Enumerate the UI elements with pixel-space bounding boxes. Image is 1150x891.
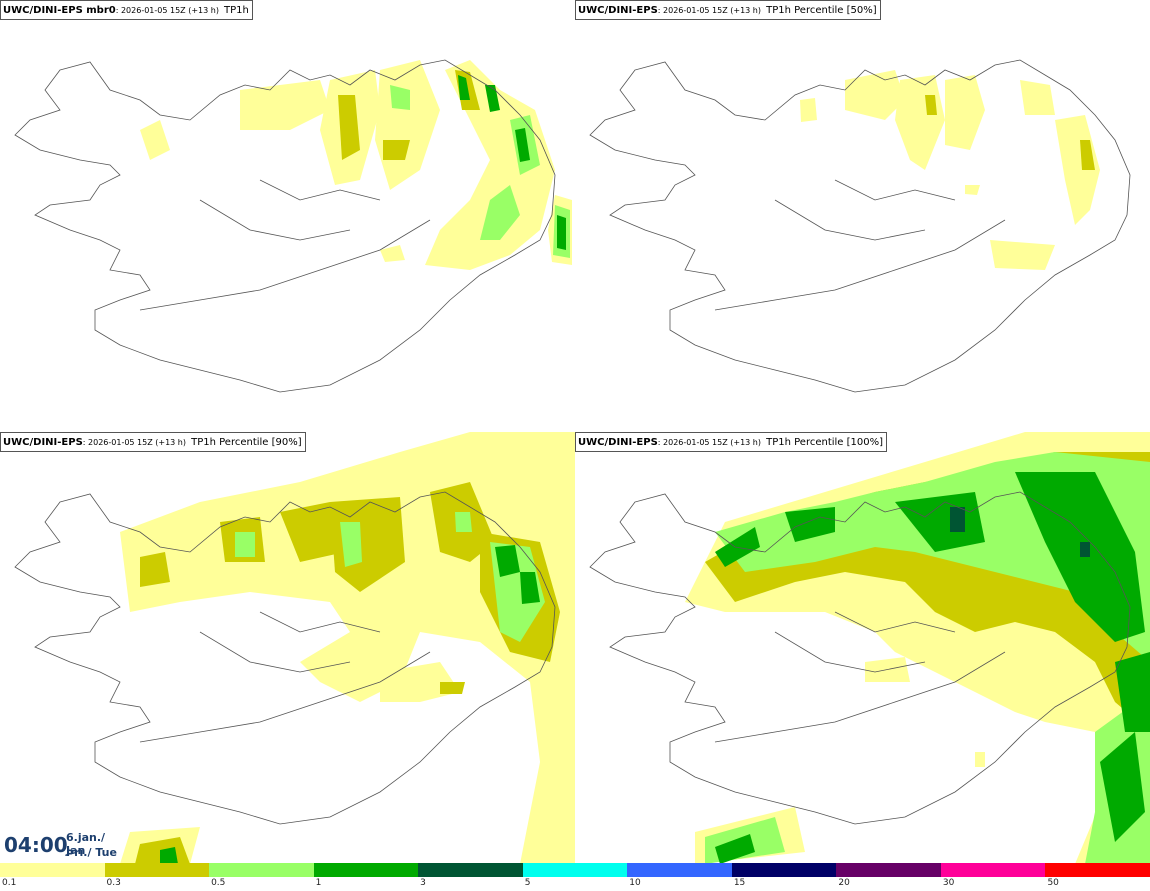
panel-title: UWC/DINI-EPS: 2026-01-05 15Z (+13 h) TP1…	[0, 432, 306, 452]
map-panel-percentile-100: UWC/DINI-EPS: 2026-01-05 15Z (+13 h) TP1…	[575, 432, 1150, 864]
panel-date: 2026-01-05 15Z (+13 h)	[663, 6, 761, 15]
colorbar-segment	[313, 863, 419, 877]
colorbar-tick-label: 20	[838, 878, 850, 888]
coastline-iceland	[14, 59, 556, 393]
panel-title: UWC/DINI-EPS: 2026-01-05 15Z (+13 h) TP1…	[575, 432, 888, 452]
panel-variable: TP1h Percentile [90%]	[191, 437, 302, 448]
map-panel-percentile-50: UWC/DINI-EPS: 2026-01-05 15Z (+13 h) TP1…	[575, 0, 1150, 432]
map-panel-member0: UWC/DINI-EPS mbr0: 2026-01-05 15Z (+13 h…	[0, 0, 575, 432]
colorbar-tick-label: 15	[733, 878, 746, 888]
panel-source: UWC/DINI-EPS mbr0	[3, 5, 116, 16]
colorbar-tick-label: 1	[315, 878, 322, 888]
panel-variable: TP1h	[224, 5, 249, 16]
coastline-iceland	[589, 59, 1131, 393]
colorbar-segment	[209, 863, 314, 877]
colorbar-tick-label: 0.3	[106, 878, 121, 888]
panel-date: 2026-01-05 15Z (+13 h)	[663, 438, 761, 447]
valid-date-line2: Þri./ Tue	[66, 846, 117, 859]
colorbar-tick-label: 0.1	[2, 878, 17, 888]
panel-date: 2026-01-05 15Z (+13 h)	[120, 6, 219, 15]
precip-field	[120, 432, 575, 864]
coastline-iceland	[14, 491, 556, 825]
precip-field	[140, 60, 572, 270]
colorbar-segment	[418, 863, 523, 877]
colorbar-tick-label: 3	[420, 878, 426, 888]
precip-field	[685, 432, 1150, 864]
map-panel-percentile-90: UWC/DINI-EPS: 2026-01-05 15Z (+13 h) TP1…	[0, 432, 575, 864]
colorbar-segment	[104, 863, 210, 877]
colorbar-segment	[627, 863, 732, 877]
map-svg	[589, 432, 1150, 864]
colorbar-segment	[522, 863, 628, 877]
colorbar-tick-label: 30	[942, 878, 955, 888]
map-svg	[589, 59, 1131, 393]
map-svg	[14, 432, 575, 864]
panel-source: UWC/DINI-EPS	[578, 5, 658, 16]
colorbar-segment	[940, 863, 1046, 877]
panel-source: UWC/DINI-EPS	[578, 437, 658, 448]
colorbar	[0, 863, 1150, 877]
colorbar-segment	[836, 863, 941, 877]
colorbar-tick-label: 50	[1047, 878, 1059, 888]
colorbar-segment	[0, 863, 105, 877]
precip-field	[800, 70, 1100, 270]
valid-date-line1: 6.jan./ Jan	[66, 831, 106, 857]
panel-title: UWC/DINI-EPS mbr0: 2026-01-05 15Z (+13 h…	[0, 0, 253, 20]
panel-date: 2026-01-05 15Z (+13 h)	[88, 438, 186, 447]
colorbar-tick-label: 5	[524, 878, 531, 888]
panel-variable: TP1h Percentile [50%]	[766, 5, 877, 16]
colorbar-segment	[1045, 863, 1150, 877]
colorbar-tick-label: 10	[629, 878, 641, 888]
coastline-iceland	[589, 491, 1131, 825]
map-svg	[14, 59, 572, 393]
valid-time-clock: 04:00	[4, 833, 68, 857]
panel-source: UWC/DINI-EPS	[3, 437, 83, 448]
colorbar-tick-label: 0.5	[211, 878, 226, 888]
colorbar-ticks: 0.1 0.3 0.5 1 3 5 10 15 20 30 50	[0, 877, 1150, 891]
panel-title: UWC/DINI-EPS: 2026-01-05 15Z (+13 h) TP1…	[575, 0, 881, 20]
panel-variable: TP1h Percentile [100%]	[766, 437, 884, 448]
colorbar-segment	[731, 863, 837, 877]
valid-time-box: 04:00 6.jan./ Jan Þri./ Tue	[0, 827, 120, 863]
